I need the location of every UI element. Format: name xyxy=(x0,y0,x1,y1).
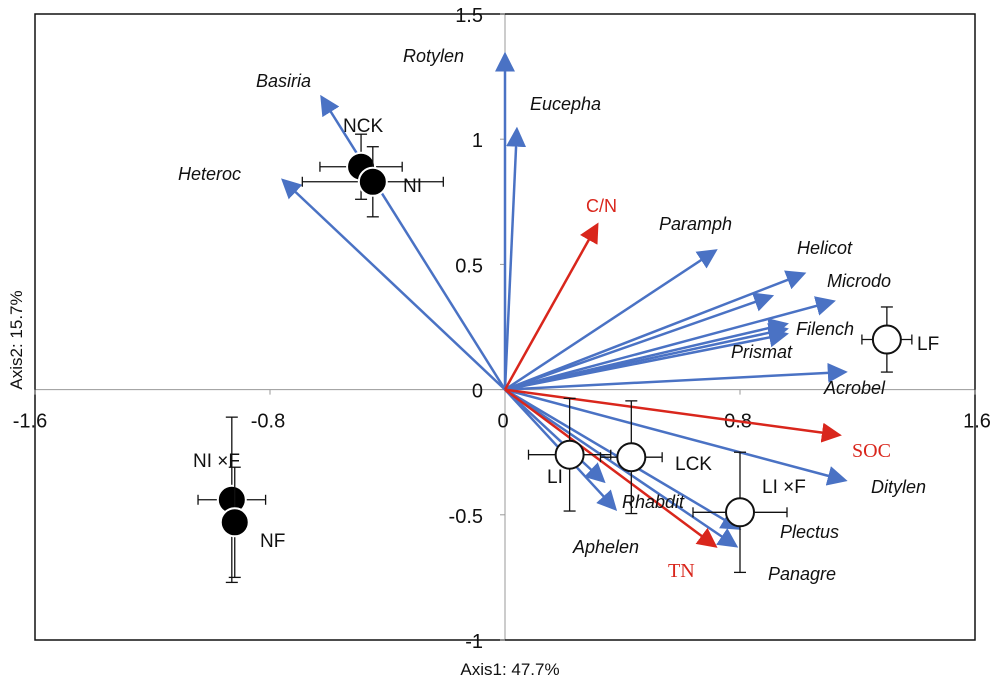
species-arrow xyxy=(504,249,718,391)
species-label: Plectus xyxy=(780,522,839,542)
species-label: Basiria xyxy=(256,71,311,91)
treatment-label: LF xyxy=(917,334,939,355)
species-label: Filench xyxy=(796,319,854,339)
y-tick-label: -1 xyxy=(465,631,483,653)
treatment-point xyxy=(599,400,663,515)
x-tick-label: 0 xyxy=(497,411,508,433)
open-marker xyxy=(616,442,647,473)
treatment-point xyxy=(861,306,913,373)
species-arrow xyxy=(281,178,506,391)
species-label: Microdo xyxy=(827,271,891,291)
treatment-point xyxy=(219,466,250,579)
environment-arrow xyxy=(504,388,718,548)
treatment-label: NI xyxy=(403,176,422,197)
species-label: Rotylen xyxy=(403,46,464,66)
treatment-label: NCK xyxy=(343,116,383,137)
treatment-point xyxy=(692,451,788,574)
species-label: Paramph xyxy=(659,214,732,234)
x-tick-label: 1.6 xyxy=(963,411,991,433)
treatment-point xyxy=(527,397,612,512)
treatment-point xyxy=(197,416,267,584)
species-arrow xyxy=(504,388,606,484)
species-label: Aphelen xyxy=(572,537,639,557)
environment-label: C/N xyxy=(586,196,617,216)
treatment-label: NI ×F xyxy=(193,451,240,472)
y-tick-label: 1.5 xyxy=(455,5,483,27)
open-marker xyxy=(725,497,755,528)
treatment-point xyxy=(301,146,444,218)
y-tick-label: 0.5 xyxy=(455,255,483,277)
treatment-label: LCK xyxy=(675,454,712,475)
treatment-label: LI xyxy=(547,467,563,488)
treatment-label: NF xyxy=(260,531,285,552)
species-label: Acrobel xyxy=(823,378,886,398)
open-marker xyxy=(554,439,585,470)
filled-marker xyxy=(357,166,388,197)
y-axis-title: Axis2: 15.7% xyxy=(7,290,26,389)
y-tick-label: -0.5 xyxy=(449,506,483,528)
species-label: Helicot xyxy=(797,238,853,258)
species-label: Heteroc xyxy=(178,164,241,184)
species-label: Ditylen xyxy=(871,477,926,497)
open-marker xyxy=(871,324,902,355)
species-arrow xyxy=(504,296,836,391)
filled-marker xyxy=(219,507,250,538)
y-tick-label: 1 xyxy=(472,130,483,152)
species-label: Rhabdit xyxy=(622,492,685,512)
x-axis-title: Axis1: 47.7% xyxy=(460,660,559,679)
species-arrow xyxy=(320,94,507,391)
environment-label: SOC xyxy=(852,440,891,462)
species-label: Prismat xyxy=(731,342,793,362)
x-tick-label: -1.6 xyxy=(13,411,47,433)
treatment-label: LI ×F xyxy=(762,477,806,498)
x-tick-label: -0.8 xyxy=(251,411,285,433)
species-arrow xyxy=(504,322,789,391)
y-tick-label: 0 xyxy=(472,381,483,403)
species-label: Panagre xyxy=(768,564,836,584)
species-label: Eucepha xyxy=(530,94,601,114)
species-arrow xyxy=(504,388,739,548)
environment-label: TN xyxy=(668,560,695,582)
species-arrow xyxy=(504,388,848,486)
species-arrow xyxy=(503,126,527,390)
environment-arrow xyxy=(503,222,599,391)
species-arrow xyxy=(504,292,775,391)
environment-arrow xyxy=(504,388,842,443)
species-arrow xyxy=(504,362,848,391)
treatment-point xyxy=(319,133,403,200)
